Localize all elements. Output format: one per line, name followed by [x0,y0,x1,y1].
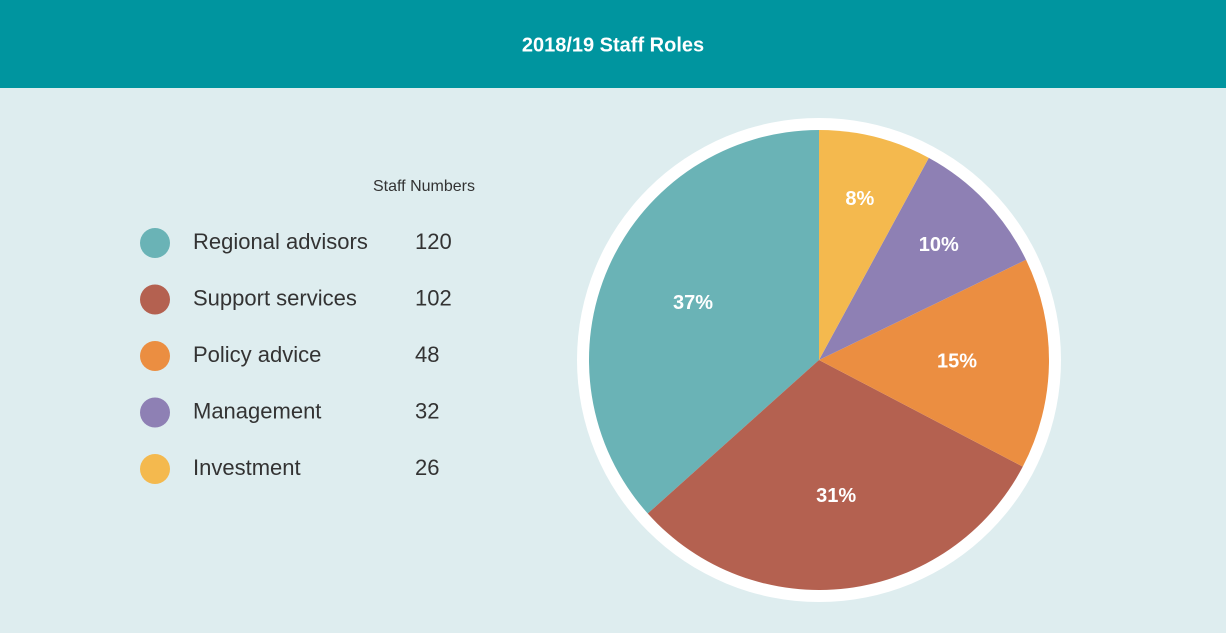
legend-swatch [140,454,170,484]
slice-label: 37% [673,292,713,314]
slice-label: 8% [845,188,874,210]
slice-label: 10% [919,234,959,256]
pie-slice [589,130,819,514]
legend-label: Regional advisors [193,229,368,254]
legend-label: Investment [193,455,301,480]
header-band [0,0,1226,88]
legend-swatch [140,397,170,428]
slice-label: 15% [937,350,977,372]
legend-label: Policy advice [193,342,321,367]
legend-swatch [140,341,170,371]
chart-title: 2018/19 Staff Roles [522,34,704,56]
legend-value: 48 [415,342,439,367]
slice-label: 31% [816,485,856,507]
legend-swatch [140,284,170,315]
legend-value: 120 [415,229,452,254]
legend-value: 32 [415,398,439,423]
legend-title: Staff Numbers [373,178,475,195]
pie-slice [819,157,1027,360]
pie-slice [819,130,929,360]
legend-label: Management [193,398,321,423]
legend-label: Support services [193,285,357,310]
pie-slice [647,360,1023,590]
pie-slice [819,259,1049,467]
legend-value: 26 [415,455,439,480]
legend-swatch [140,228,170,258]
legend-value: 102 [415,285,452,310]
